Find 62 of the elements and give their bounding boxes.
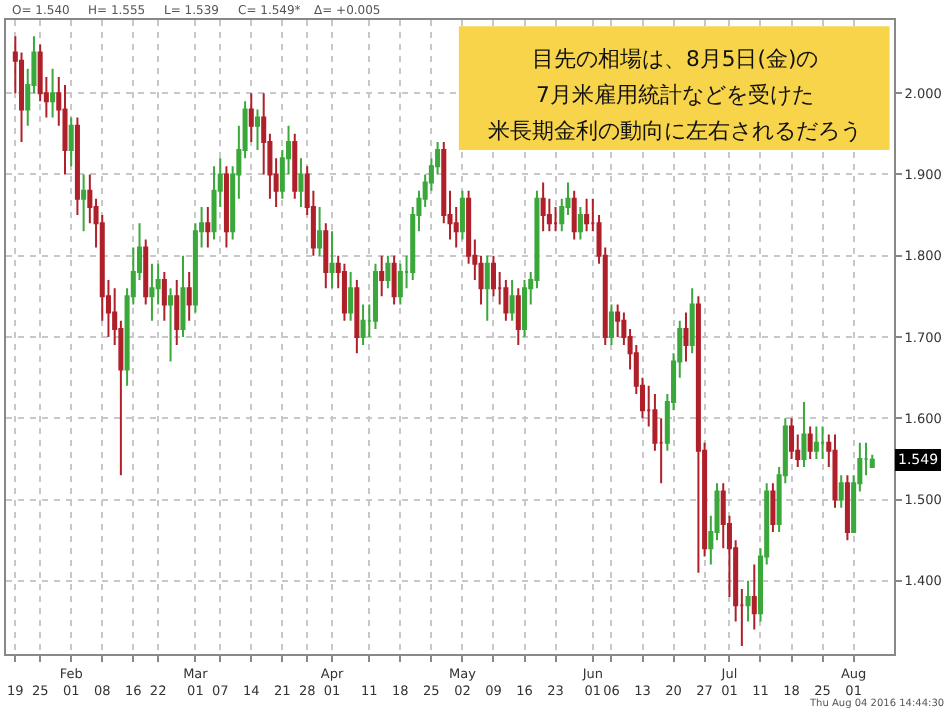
candlestick bbox=[180, 254, 186, 338]
candlestick bbox=[68, 116, 74, 168]
candlestick bbox=[509, 279, 515, 322]
annotation: 7月米雇用統計などを受けた bbox=[536, 82, 814, 108]
candlestick bbox=[385, 254, 391, 290]
candlestick bbox=[186, 270, 192, 322]
candlestick bbox=[74, 116, 80, 217]
candlestick bbox=[459, 189, 465, 241]
candlestick bbox=[832, 433, 838, 509]
annotation: 目先の相場は、8月5日(金)の bbox=[532, 46, 819, 72]
candlestick bbox=[490, 254, 496, 298]
candlestick bbox=[397, 262, 403, 306]
candlestick bbox=[317, 205, 323, 257]
candlestick bbox=[292, 132, 298, 200]
candlestick bbox=[571, 189, 577, 241]
candlestick bbox=[770, 482, 776, 534]
candlestick bbox=[838, 474, 844, 509]
candlestick bbox=[801, 401, 807, 469]
candlestick bbox=[81, 173, 87, 233]
candlestick bbox=[789, 417, 795, 460]
candlestick bbox=[540, 181, 546, 233]
candlestick bbox=[329, 230, 335, 290]
candlestick bbox=[223, 165, 229, 249]
candlestick bbox=[62, 84, 68, 176]
candlestick bbox=[211, 165, 217, 241]
candlestick bbox=[161, 270, 167, 322]
candlestick bbox=[807, 425, 813, 460]
annotation: 米長期金利の動向に左右されるだろう bbox=[488, 118, 862, 144]
candlestick bbox=[168, 287, 174, 363]
candlestick bbox=[503, 279, 509, 322]
candlestick bbox=[391, 254, 397, 306]
candlestick bbox=[143, 238, 149, 306]
candlestick bbox=[683, 311, 689, 363]
candlestick bbox=[360, 303, 366, 347]
candlestick bbox=[751, 563, 757, 631]
candlestick bbox=[254, 108, 261, 152]
candlestick bbox=[149, 262, 155, 322]
candlestick bbox=[584, 197, 590, 233]
candlestick bbox=[379, 254, 385, 298]
candlestick bbox=[174, 279, 180, 347]
candlestick bbox=[50, 67, 56, 119]
candlestick bbox=[689, 287, 695, 355]
candlestick bbox=[813, 425, 819, 460]
candlestick bbox=[484, 254, 490, 322]
candlestick bbox=[354, 279, 360, 355]
candlestick bbox=[695, 295, 701, 574]
candlestick bbox=[615, 303, 621, 338]
candlestick bbox=[745, 579, 751, 623]
candlestick bbox=[515, 287, 521, 347]
candlestick bbox=[577, 205, 583, 241]
candlestick bbox=[348, 270, 354, 322]
candlestick bbox=[522, 279, 528, 338]
candlestick bbox=[298, 157, 304, 208]
candlestick bbox=[553, 205, 559, 233]
candlestick bbox=[205, 205, 211, 249]
candlestick bbox=[341, 262, 347, 322]
candlestick bbox=[323, 222, 329, 290]
candlestick bbox=[820, 425, 826, 460]
candlestick bbox=[372, 262, 378, 330]
candlestick bbox=[844, 474, 850, 542]
candlestick bbox=[248, 92, 254, 143]
candlestick bbox=[608, 303, 614, 347]
